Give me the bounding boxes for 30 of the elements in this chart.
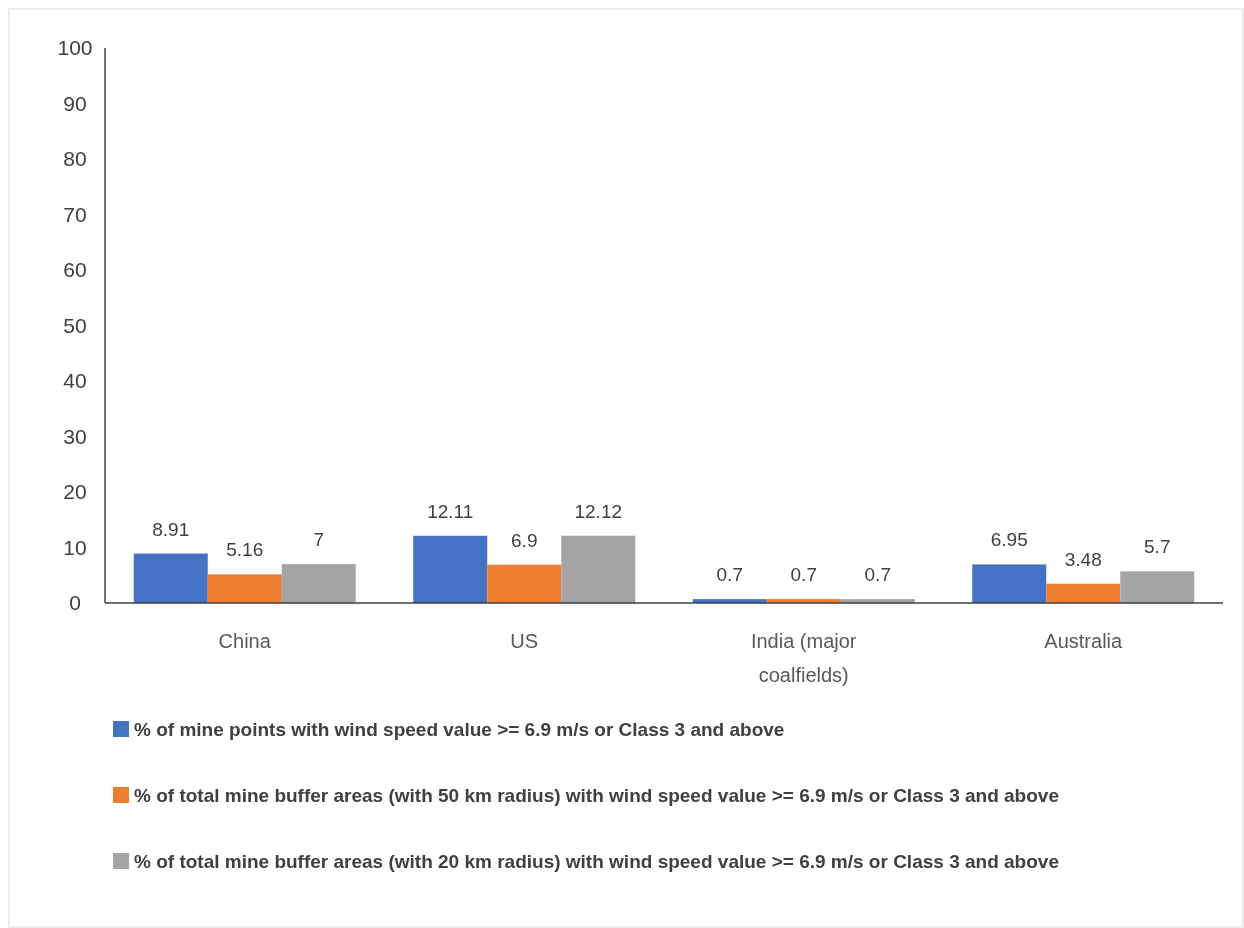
x-tick-label: India (major coalfields) [750, 630, 857, 686]
y-tick-label: 60 [63, 258, 87, 282]
y-tick-label: 100 [57, 36, 93, 60]
y-tick-label: 80 [63, 147, 87, 171]
legend-label: % of mine points with wind speed value >= 6.9 m/s or Class 3 and above [134, 719, 785, 740]
y-tick-label: 0 [69, 591, 81, 615]
y-tick-label: 90 [63, 91, 87, 115]
y-tick-label: 40 [63, 369, 87, 393]
x-tick-label: Australia [1044, 630, 1124, 652]
data-label: 3.48 [1064, 548, 1102, 570]
data-label: 7 [313, 529, 325, 551]
x-tick-label: China [218, 630, 272, 652]
data-label: 0.7 [864, 564, 891, 586]
y-tick-label: 20 [63, 480, 87, 504]
x-tick-label: US [510, 630, 539, 652]
data-label: 12.12 [574, 500, 623, 522]
y-tick-label: 50 [63, 313, 87, 337]
data-label: 6.95 [990, 529, 1028, 551]
data-label: 12.11 [427, 500, 474, 522]
y-tick-label: 70 [63, 202, 87, 226]
legend-label: % of total mine buffer areas (with 50 km radius) with wind speed value >= 6.9 m/s or Class 3 and above [134, 785, 1059, 806]
legend-label: % of total mine buffer areas (with 20 km radius) with wind speed value >= 6.9 m/s or Class 3 and above [134, 851, 1059, 872]
y-tick-label: 30 [63, 424, 87, 448]
y-tick-label: 10 [63, 535, 87, 559]
data-label: 0.7 [790, 564, 817, 586]
data-label: 6.9 [511, 529, 538, 551]
data-label: 5.16 [226, 539, 264, 561]
data-label: 8.91 [152, 518, 190, 540]
data-label: 5.7 [1144, 536, 1171, 558]
data-label: 0.7 [716, 564, 743, 586]
